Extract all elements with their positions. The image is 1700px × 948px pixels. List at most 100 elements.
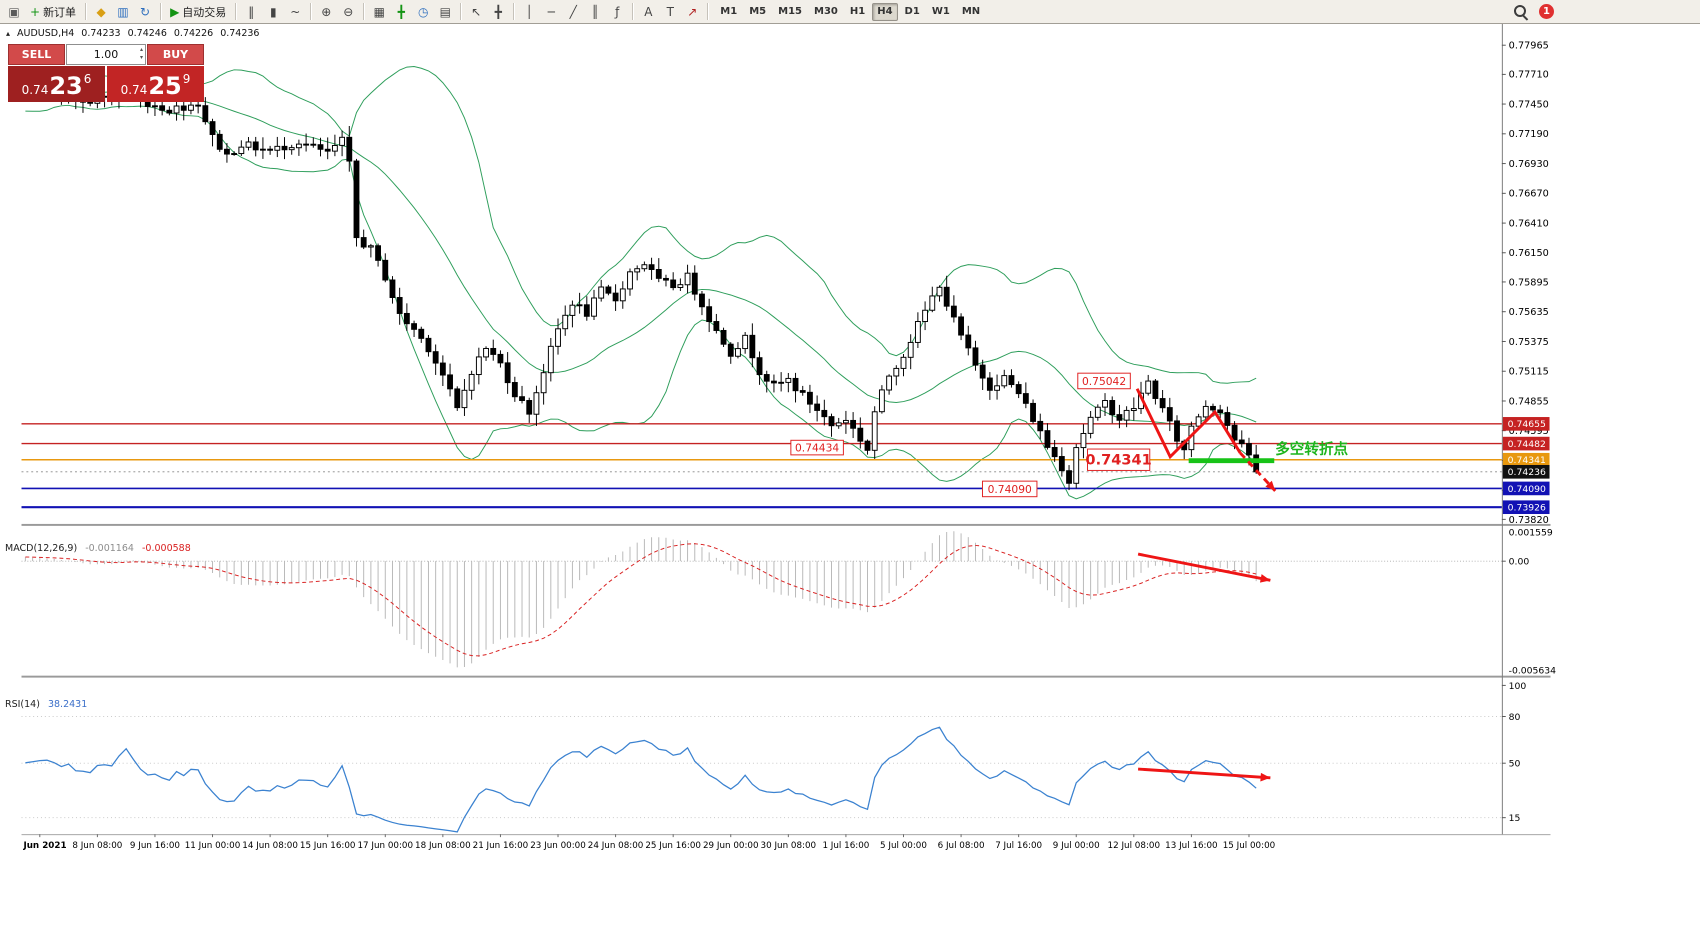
tile-windows-icon[interactable]: ▦	[369, 2, 389, 22]
one-click-trading-panel: SELL 1.00 ▴ ▾ BUY 0.74 23 6 0.74 25 9	[8, 44, 204, 102]
svg-text:0.74236: 0.74236	[1508, 467, 1546, 478]
history-center-icon: ◆	[96, 4, 106, 19]
chart-canvas[interactable]: 0.75042 0.74434 0.74341 0.74090 多空转折点 0.77965…	[0, 24, 1572, 877]
timeframe-mn[interactable]: MN	[961, 6, 981, 17]
periods-icon[interactable]: ◷	[413, 2, 433, 22]
zoom-in-icon[interactable]: ⊕	[316, 2, 336, 22]
svg-text:15 Jul 00:00: 15 Jul 00:00	[1223, 841, 1275, 851]
rsi-axis-80: 80	[1509, 712, 1521, 723]
new-order-button[interactable]: + 新订单	[26, 2, 80, 22]
volume-value: 1.00	[93, 48, 119, 61]
bar-chart-icon[interactable]: ‖	[241, 2, 261, 22]
panel-separator[interactable]	[21, 523, 1551, 526]
price-projection-dashed-arrow[interactable]	[1239, 451, 1277, 492]
arrows-icon[interactable]: ↗	[682, 2, 702, 22]
text-label-icon[interactable]: T	[660, 2, 680, 22]
zoom-out-icon[interactable]: ⊖	[338, 2, 358, 22]
cursor-icon: ↖	[471, 4, 482, 19]
line-chart-icon[interactable]: ~	[285, 2, 305, 22]
buy-price-display[interactable]: 0.74 25 9	[107, 66, 204, 102]
sell-price-display[interactable]: 0.74 23 6	[8, 66, 105, 102]
search-icon[interactable]	[1512, 3, 1529, 20]
spinner-up-icon[interactable]: ▴	[139, 46, 143, 53]
panel-separator[interactable]	[21, 675, 1551, 678]
sell-button[interactable]: SELL	[8, 44, 65, 65]
cursor-icon[interactable]: ↖	[466, 2, 486, 22]
timeframe-d1[interactable]: D1	[904, 6, 920, 17]
svg-text:9 Jul 00:00: 9 Jul 00:00	[1053, 841, 1100, 851]
candlestick-chart-icon[interactable]: ▮	[263, 2, 283, 22]
svg-text:0.77190: 0.77190	[1509, 129, 1549, 140]
timeframe-m15[interactable]: M15	[778, 6, 803, 17]
price-tag-0.74090: 0.74090	[1502, 481, 1550, 496]
vertical-line-icon[interactable]: │	[519, 2, 539, 22]
toolbar-separator	[235, 3, 237, 20]
fibonacci-icon[interactable]: ƒ	[607, 2, 627, 22]
zoom-out-icon: ⊖	[343, 4, 354, 19]
timeframe-m30[interactable]: M30	[814, 6, 838, 17]
price-annotation-0.74341[interactable]: 0.74341	[1085, 448, 1152, 471]
price-tag-0.73926: 0.73926	[1502, 500, 1550, 515]
timeframe-h4[interactable]: H4	[872, 2, 898, 21]
svg-text:25 Jun 16:00: 25 Jun 16:00	[645, 841, 701, 851]
refresh-icon: ↻	[140, 4, 151, 19]
svg-text:Jun 2021: Jun 2021	[22, 841, 66, 851]
macd-panel	[21, 531, 1502, 668]
price-annotation-0.74090[interactable]: 0.74090	[981, 480, 1038, 498]
sell-price-sup: 6	[83, 72, 92, 86]
one-click-toggle-icon[interactable]: ▴	[6, 29, 11, 38]
timeframe-m1[interactable]: M1	[720, 6, 738, 17]
svg-text:0.76150: 0.76150	[1509, 248, 1549, 259]
svg-text:0.74655: 0.74655	[1508, 419, 1546, 430]
macd-trend-arrow[interactable]	[1137, 552, 1271, 582]
timeframe-w1[interactable]: W1	[931, 6, 950, 17]
price-tag-0.74482: 0.74482	[1502, 436, 1550, 451]
notification-badge[interactable]: 1	[1539, 4, 1554, 19]
macd-trend-arrow-head	[1259, 574, 1271, 583]
rsi-axis-15: 15	[1509, 813, 1521, 824]
chart-properties-icon[interactable]: ▤	[435, 2, 455, 22]
indicators-icon[interactable]: ╋	[391, 2, 411, 22]
svg-text:1 Jul 16:00: 1 Jul 16:00	[822, 841, 869, 851]
refresh-icon[interactable]: ↻	[135, 2, 155, 22]
channel-icon[interactable]: ║	[585, 2, 605, 22]
svg-text:0.75635: 0.75635	[1509, 307, 1549, 318]
zoom-in-icon: ⊕	[321, 4, 332, 19]
ohlc-info: ▴ AUDUSD,H4 0.74233 0.74246 0.74226 0.74…	[6, 28, 259, 39]
price-projection-zigzag[interactable]	[1135, 388, 1242, 460]
svg-text:30 Jun 08:00: 30 Jun 08:00	[761, 841, 817, 851]
svg-text:0.74595: 0.74595	[1509, 426, 1549, 437]
trendline-icon[interactable]: ╱	[563, 2, 583, 22]
buy-button[interactable]: BUY	[147, 44, 204, 65]
price-tag-0.74655: 0.74655	[1502, 417, 1550, 431]
timeframe-h1[interactable]: H1	[849, 6, 866, 17]
macd-axis-top: 0.001559	[1509, 528, 1553, 539]
market-watch-icon[interactable]: ▥	[113, 2, 133, 22]
autotrading-button[interactable]: ▶ 自动交易	[166, 2, 230, 22]
price-annotation-0.74434[interactable]: 0.74434	[790, 439, 844, 456]
price-annotation-0.75042[interactable]: 0.75042	[1077, 372, 1131, 390]
chart-window-icon[interactable]: ▣	[4, 2, 24, 22]
rsi-trend-arrow-head	[1260, 772, 1271, 782]
horizontal-level-lines[interactable]	[21, 423, 1502, 509]
history-center-icon[interactable]: ◆	[91, 2, 111, 22]
toolbar-separator	[460, 3, 462, 20]
spinner-down-icon[interactable]: ▾	[139, 54, 143, 61]
macd-value-2: -0.000588	[141, 543, 191, 554]
horizontal-line-icon[interactable]: ─	[541, 2, 561, 22]
channel-icon: ║	[591, 4, 599, 19]
sell-price-big: 23	[49, 72, 83, 100]
volume-stepper[interactable]: 1.00 ▴ ▾	[66, 44, 146, 65]
text-label-icon: T	[666, 4, 674, 19]
volume-spinner[interactable]: ▴ ▾	[140, 46, 143, 62]
text-icon[interactable]: A	[638, 2, 658, 22]
ohlc-high: 0.74246	[127, 28, 167, 39]
rsi-trend-arrow[interactable]	[1137, 767, 1271, 780]
svg-text:0.73820: 0.73820	[1509, 515, 1549, 526]
turning-point-text[interactable]: 多空转折点	[1275, 440, 1348, 458]
timeframe-m5[interactable]: M5	[749, 6, 767, 17]
crosshair-icon[interactable]: ╋	[488, 2, 508, 22]
toolbar-separator	[310, 3, 312, 20]
time-axis[interactable]: Jun 2021 8 Jun 08:00 9 Jun 16:00 11 Jun 00:…	[22, 834, 1275, 851]
chart-window: 0.75042 0.74434 0.74341 0.74090 多空转折点 0.77965…	[0, 24, 1572, 877]
